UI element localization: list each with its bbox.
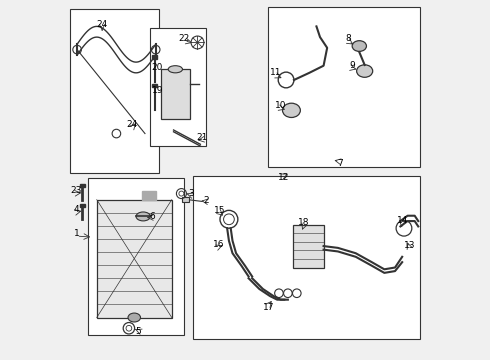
Text: 24: 24 (97, 20, 108, 29)
Text: 2: 2 (203, 196, 209, 205)
Text: 19: 19 (152, 86, 163, 95)
Ellipse shape (128, 313, 141, 322)
Text: 5: 5 (135, 327, 141, 336)
Ellipse shape (283, 103, 300, 117)
Text: 11: 11 (270, 68, 281, 77)
Ellipse shape (352, 41, 367, 51)
Text: 23: 23 (71, 186, 82, 195)
Text: 13: 13 (404, 240, 415, 249)
Text: 20: 20 (152, 63, 163, 72)
Bar (152, 84, 157, 87)
Bar (70, 9, 159, 173)
Text: 10: 10 (275, 101, 287, 110)
Text: 6: 6 (149, 212, 155, 221)
Bar (80, 203, 85, 207)
Text: 18: 18 (298, 219, 310, 228)
Bar (182, 197, 189, 202)
Text: 1: 1 (74, 229, 79, 238)
Text: 12: 12 (278, 174, 289, 183)
Ellipse shape (168, 66, 182, 73)
Bar (88, 178, 184, 336)
Text: 14: 14 (396, 216, 408, 225)
Text: 4: 4 (74, 205, 79, 214)
Text: 17: 17 (263, 303, 274, 312)
Text: 15: 15 (214, 206, 226, 215)
Ellipse shape (136, 212, 150, 221)
Bar (293, 225, 323, 267)
Bar (161, 69, 190, 119)
Bar (97, 200, 172, 318)
Text: 9: 9 (349, 61, 355, 70)
Bar (193, 176, 420, 339)
Text: 8: 8 (346, 35, 351, 44)
Text: 3: 3 (188, 189, 194, 198)
Text: 22: 22 (179, 34, 190, 43)
Bar (150, 28, 206, 146)
Ellipse shape (357, 65, 373, 77)
Bar (142, 191, 156, 200)
Bar (268, 7, 420, 167)
Text: 21: 21 (196, 132, 208, 141)
Bar (80, 184, 85, 187)
Text: 24: 24 (127, 120, 138, 129)
Text: 7: 7 (337, 159, 343, 168)
Bar (152, 55, 157, 59)
Text: 16: 16 (213, 240, 225, 249)
